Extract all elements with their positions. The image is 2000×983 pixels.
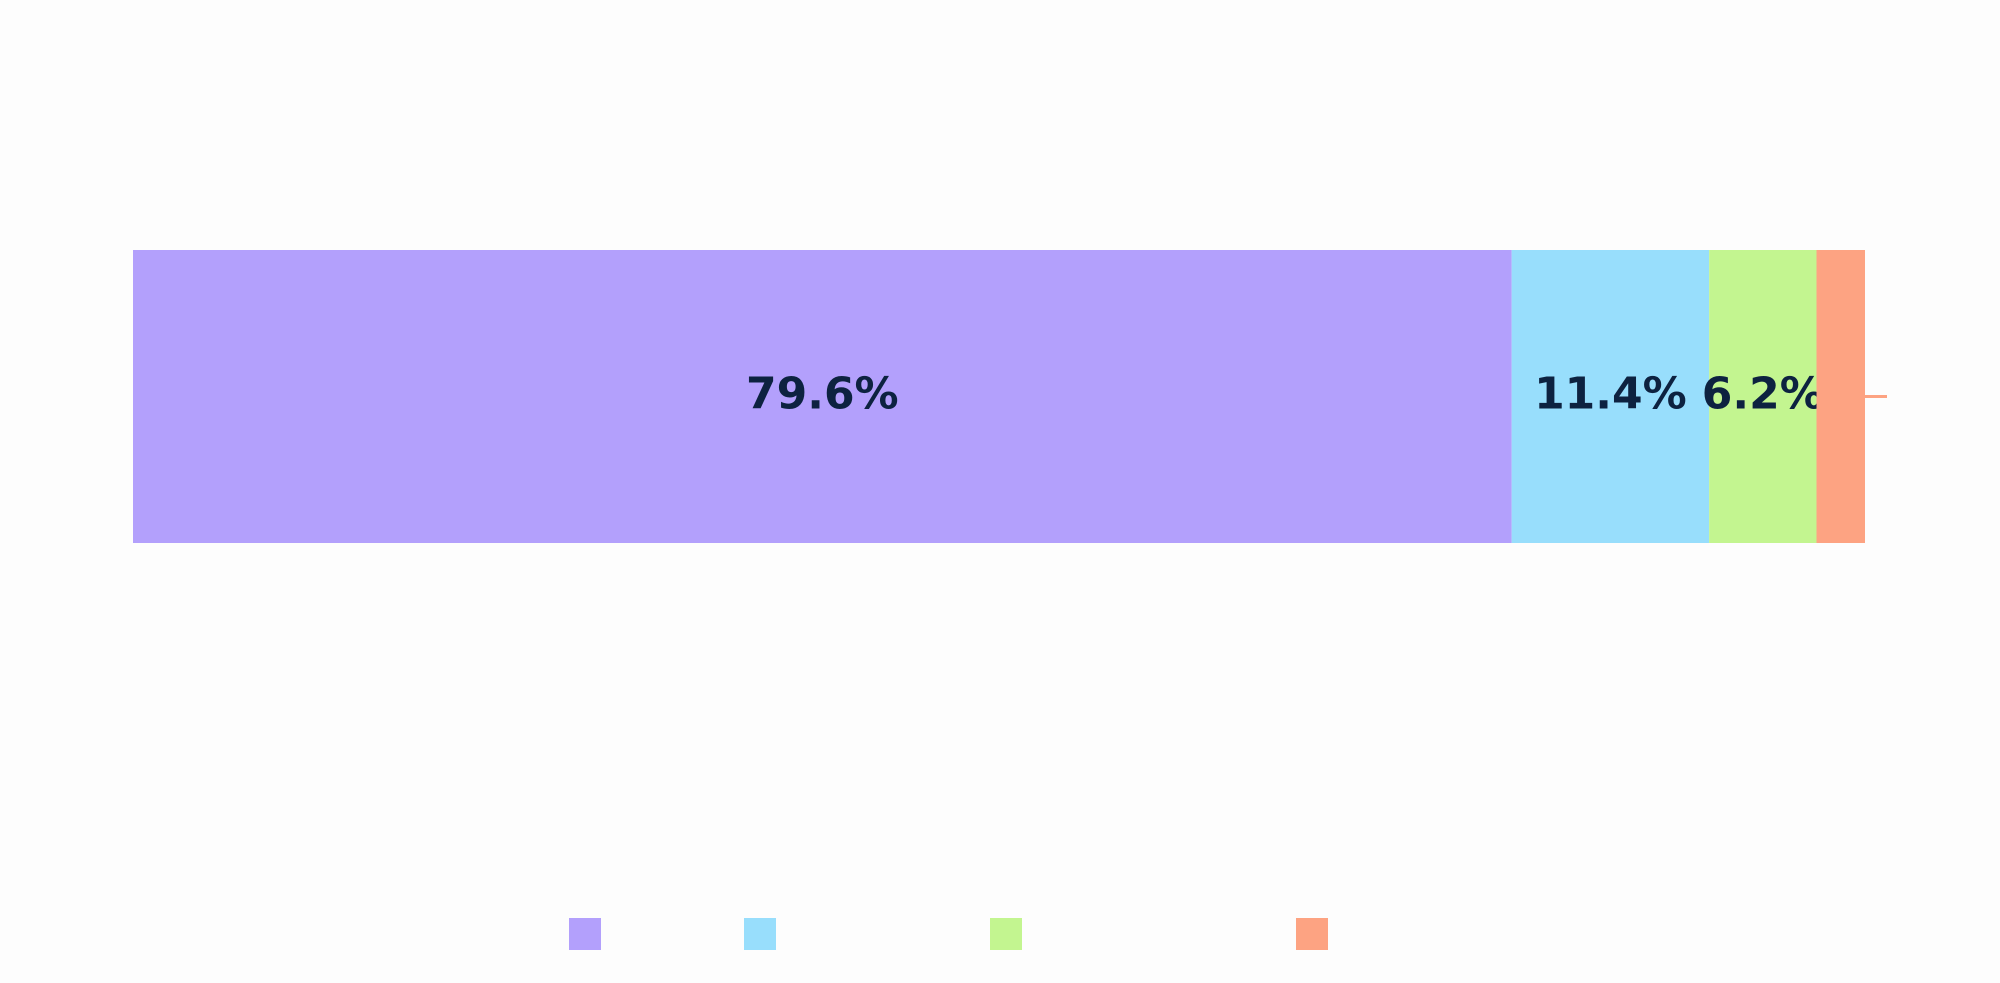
data-label: 11.4% xyxy=(1534,369,1687,420)
data-label: 79.6% xyxy=(746,369,899,420)
bar-segment xyxy=(1816,250,1865,543)
legend-swatch xyxy=(1296,918,1328,950)
data-label: 6.2% xyxy=(1702,369,1824,420)
legend-swatch xyxy=(990,918,1022,950)
legend-swatch xyxy=(744,918,776,950)
bar-segment xyxy=(1709,250,1817,543)
legend-swatch xyxy=(569,918,601,950)
bar-segment xyxy=(1511,250,1710,543)
bar-segment xyxy=(133,250,1512,543)
